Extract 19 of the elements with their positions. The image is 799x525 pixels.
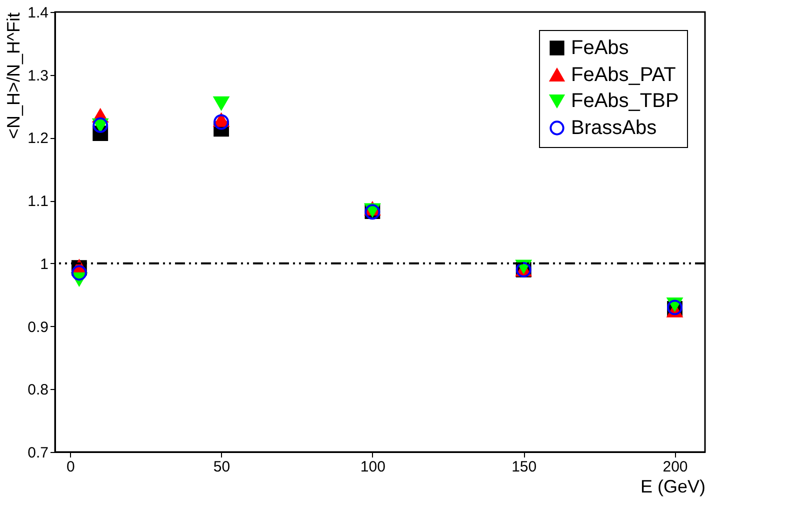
y-tick-label: 0.9 — [28, 318, 48, 336]
y-axis-title: <N_H>/N_H^Fit — [4, 12, 24, 139]
y-tick-label: 1.4 — [28, 4, 48, 22]
y-tick-label: 1.3 — [28, 67, 48, 84]
x-tick-label: 200 — [662, 458, 688, 476]
x-tick-label: 50 — [213, 458, 230, 476]
x-tick-label: 100 — [360, 458, 386, 476]
x-axis-title: E (GeV) — [640, 476, 706, 496]
y-tick-label: 0.8 — [28, 382, 48, 399]
x-tick-label: 0 — [66, 458, 75, 476]
x-tick-label: 150 — [512, 458, 537, 476]
y-tick-label: 1.2 — [28, 130, 48, 148]
y-tick-label: 1.1 — [28, 193, 48, 210]
y-tick-label: 0.7 — [28, 444, 48, 462]
y-tick-label: 1 — [40, 256, 48, 273]
legend-label: FeAbs_PAT — [571, 64, 676, 86]
legend-label: FeAbs — [571, 37, 629, 59]
legend-label: FeAbs_TBP — [571, 90, 679, 112]
legend-label: BrassAbs — [571, 117, 657, 139]
